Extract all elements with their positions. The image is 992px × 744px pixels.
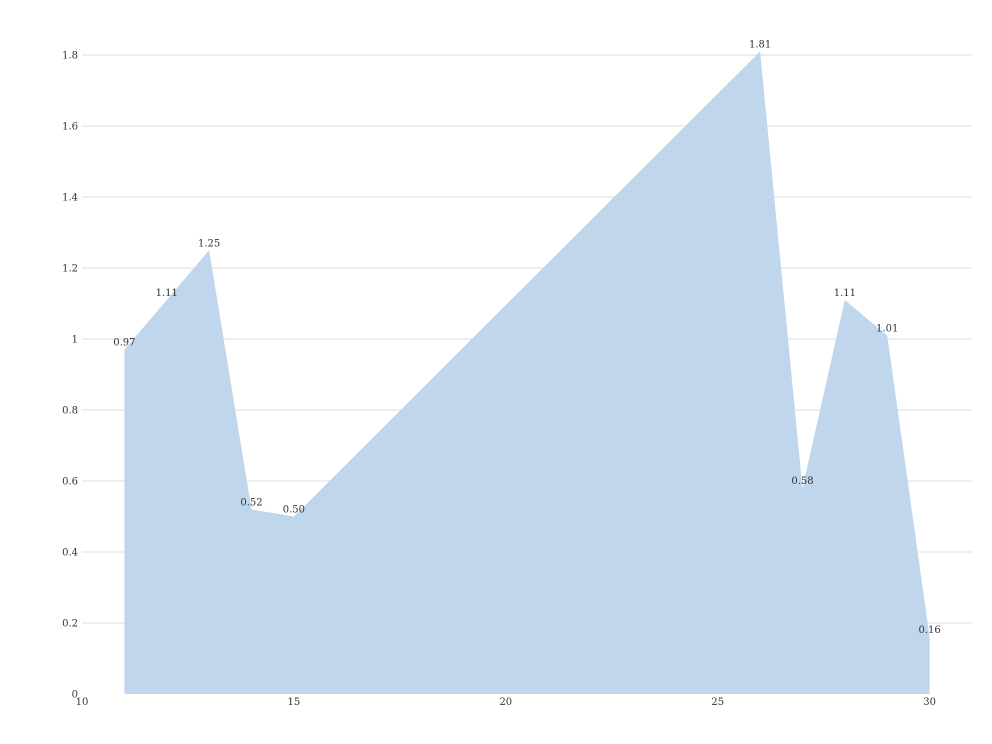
y-tick-label: 1.8 bbox=[62, 51, 78, 62]
y-tick-label: 0.6 bbox=[62, 477, 78, 488]
data-label: 0.52 bbox=[240, 497, 262, 508]
data-label: 0.97 bbox=[113, 338, 135, 349]
y-tick-label: 0 bbox=[72, 690, 78, 701]
data-label: 1.11 bbox=[156, 288, 178, 299]
x-tick-label: 10 bbox=[76, 697, 89, 708]
data-label: 1.11 bbox=[834, 288, 856, 299]
data-label: 1.81 bbox=[749, 39, 771, 50]
x-tick-label: 20 bbox=[499, 697, 512, 708]
x-tick-label: 25 bbox=[711, 697, 724, 708]
y-tick-label: 0.8 bbox=[62, 406, 78, 417]
y-tick-label: 0.2 bbox=[62, 619, 78, 630]
area-series bbox=[124, 51, 930, 694]
data-label: 1.01 bbox=[876, 323, 898, 334]
y-tick-label: 1.2 bbox=[62, 264, 78, 275]
y-tick-label: 1.4 bbox=[62, 193, 78, 204]
data-label: 1.25 bbox=[198, 238, 220, 249]
data-label: 0.16 bbox=[918, 625, 940, 636]
y-tick-label: 1 bbox=[72, 335, 78, 346]
y-tick-label: 1.6 bbox=[62, 122, 78, 133]
x-tick-label: 30 bbox=[923, 697, 936, 708]
data-label: 0.50 bbox=[283, 505, 305, 516]
y-tick-label: 0.4 bbox=[62, 548, 78, 559]
area-fill bbox=[124, 51, 930, 694]
y-axis-ticks: 0 0.2 0.4 0.6 0.8 1 1.2 1.4 1.6 1.8 bbox=[62, 51, 78, 701]
data-labels: 0.97 1.11 1.25 0.52 0.50 1.81 0.58 1.11 1.01 0.16 bbox=[113, 39, 941, 636]
x-axis-ticks: 10 15 20 25 30 bbox=[76, 697, 936, 708]
data-label: 0.58 bbox=[791, 476, 813, 487]
x-tick-label: 15 bbox=[288, 697, 301, 708]
